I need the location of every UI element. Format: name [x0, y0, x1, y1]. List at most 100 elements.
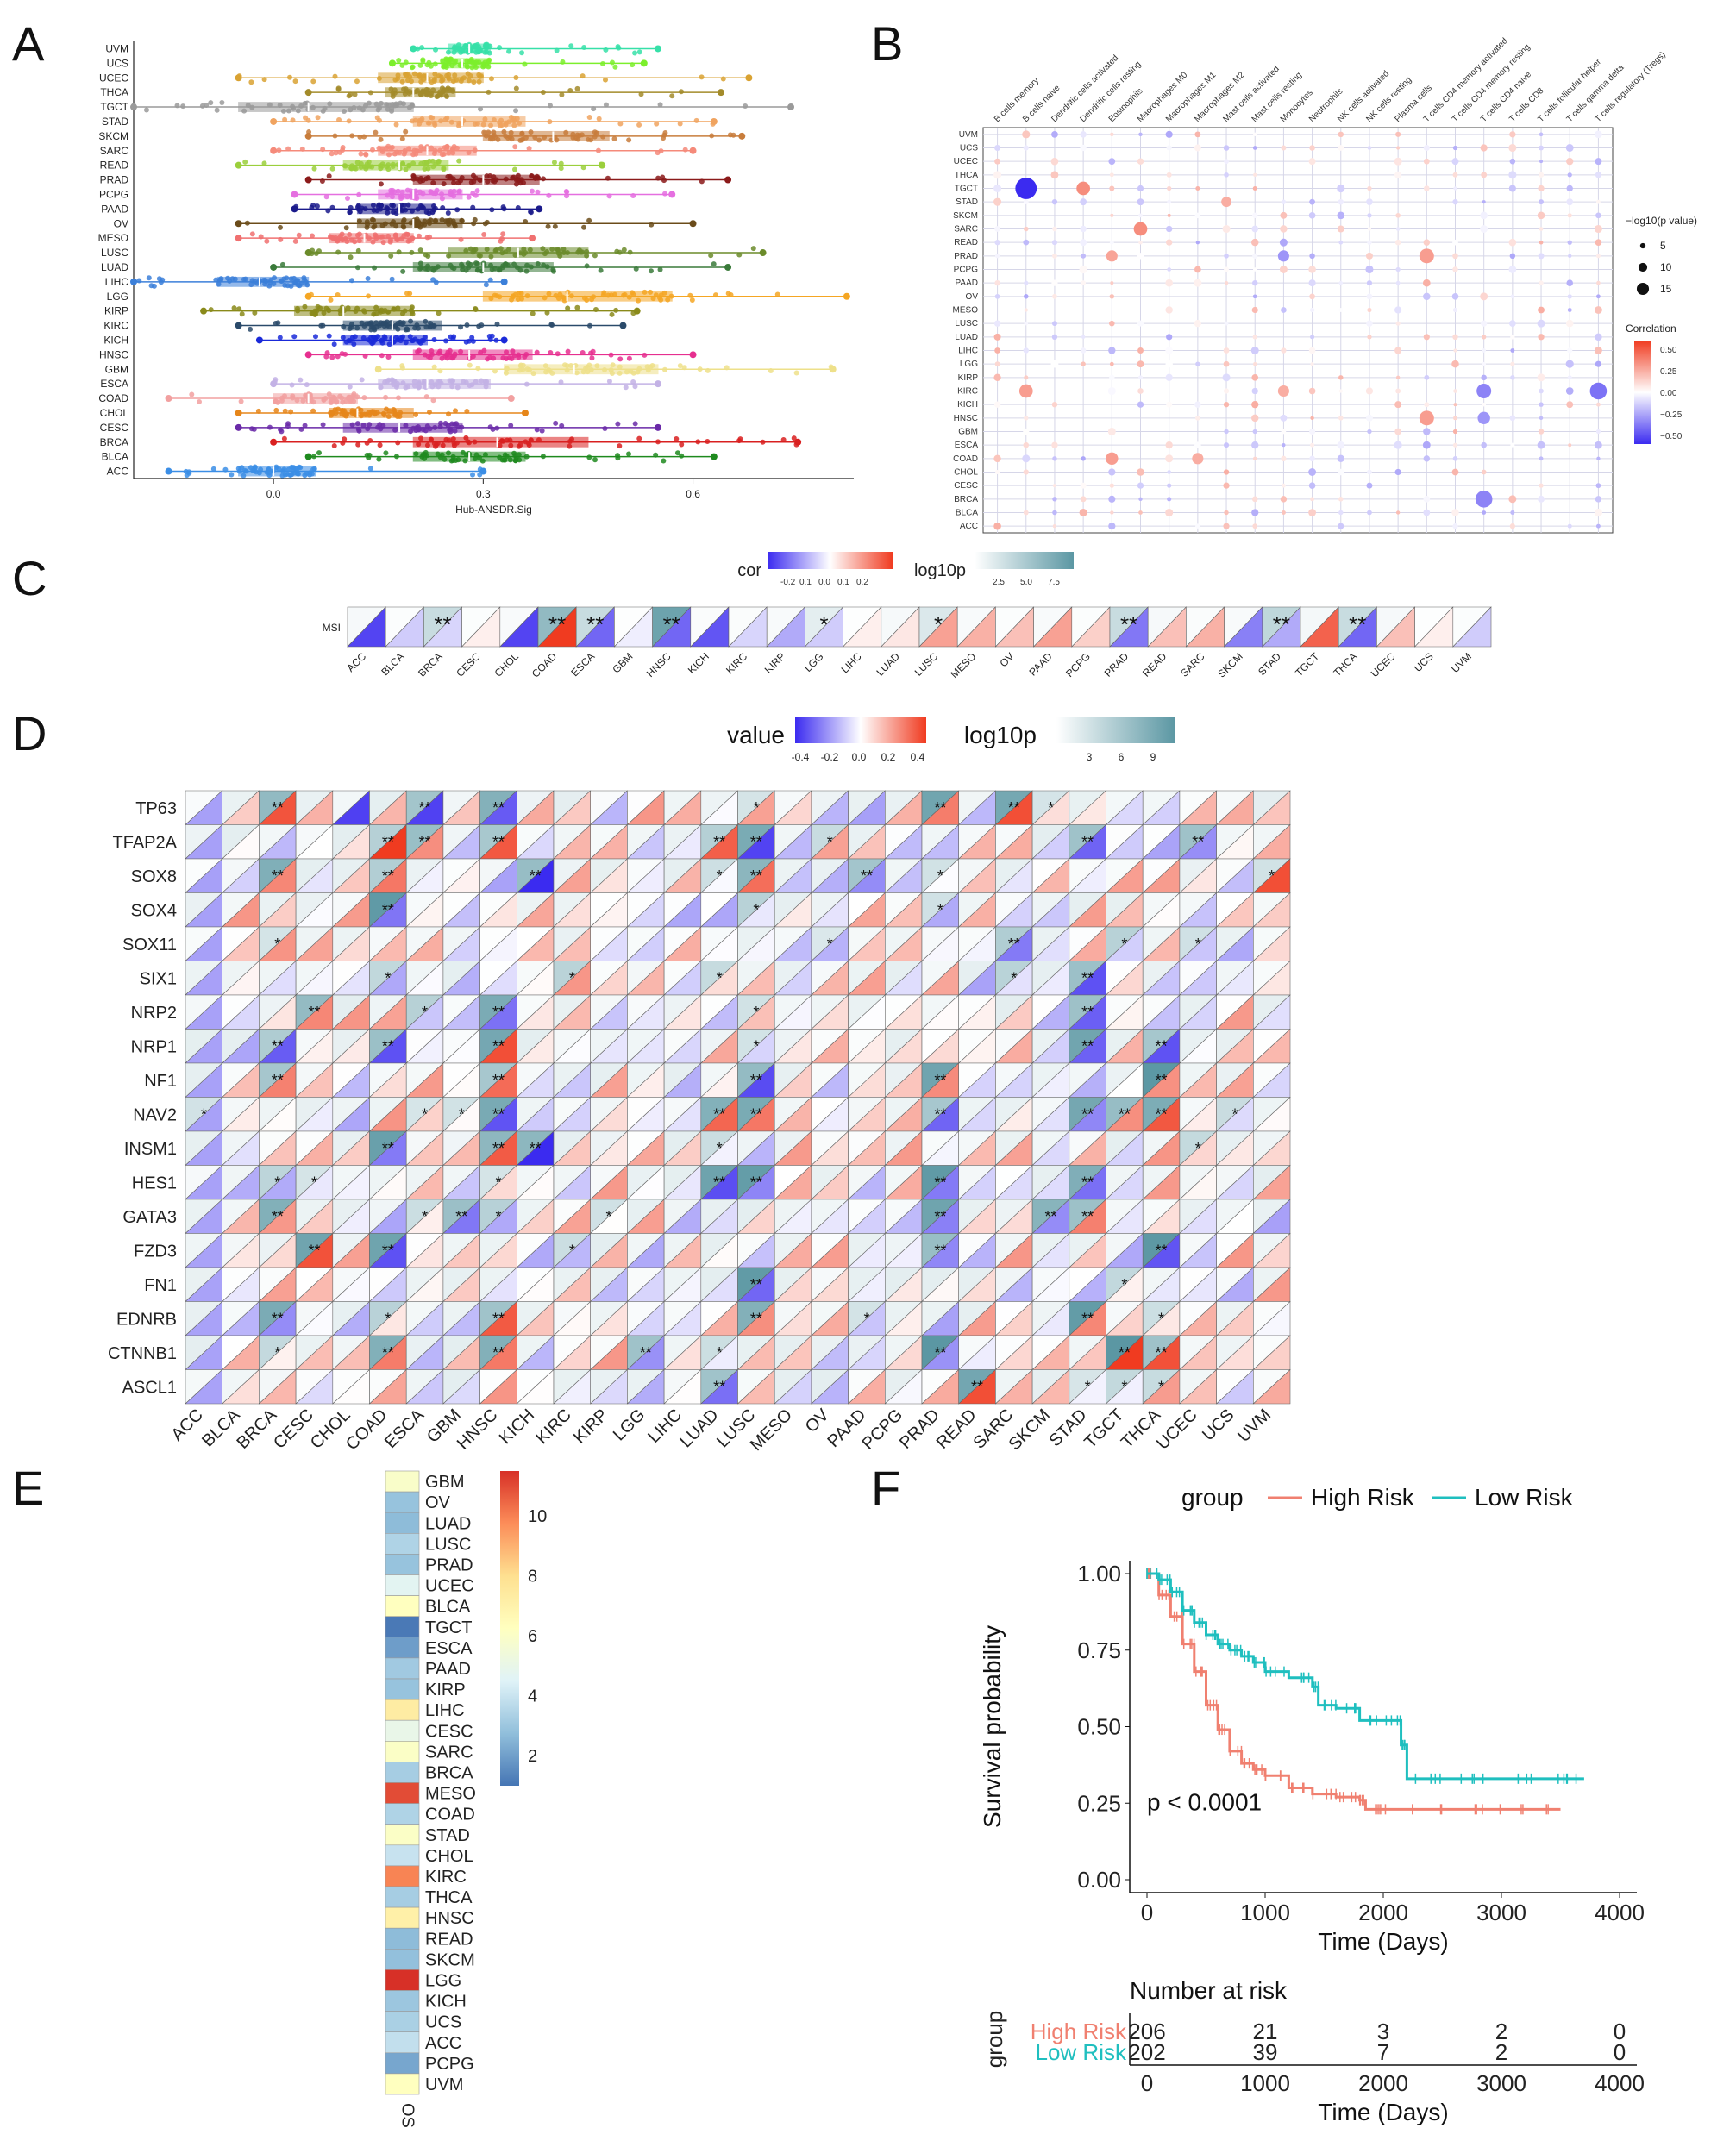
- bubble: [1565, 144, 1574, 152]
- gene-cell: [663, 1368, 702, 1405]
- data-point: [506, 48, 512, 54]
- gene-cell: [1215, 960, 1255, 996]
- data-point: [540, 176, 546, 182]
- bubble: [1594, 347, 1602, 354]
- gene-cell: [368, 1267, 407, 1303]
- y-tick-label: SARC: [100, 145, 129, 157]
- bubble: [1109, 294, 1115, 299]
- gene-cell: [295, 1062, 334, 1099]
- gene-cell: [1179, 1368, 1218, 1405]
- data-point: [236, 306, 242, 312]
- bubble: [1453, 416, 1457, 421]
- gene-cell: [332, 858, 371, 894]
- bubble: [1509, 415, 1516, 422]
- data-point: [657, 266, 663, 272]
- max-point: [529, 235, 536, 242]
- data-point: [655, 150, 661, 156]
- gene-cell: [185, 1164, 223, 1200]
- gene-cell: [1252, 926, 1291, 962]
- data-point: [470, 191, 476, 197]
- y-tick-label: 0.50: [1077, 1714, 1121, 1740]
- y-tick-label: STAD: [102, 116, 128, 128]
- gene-cell: [1031, 926, 1070, 962]
- bubble: [1224, 254, 1229, 259]
- bubble: [1538, 185, 1545, 192]
- bubble: [1566, 198, 1574, 206]
- bubble: [1453, 389, 1457, 393]
- bubble: [1052, 456, 1057, 461]
- gene-cell: *: [1105, 1368, 1144, 1405]
- bubble: [1595, 212, 1601, 219]
- bubble: [1538, 495, 1545, 503]
- gene-cell: [368, 790, 407, 826]
- min-point: [388, 59, 396, 67]
- bubble: [1165, 306, 1173, 314]
- gene-cell: [553, 1096, 592, 1132]
- gene-cell: [847, 1199, 887, 1235]
- bubble: [1167, 185, 1172, 191]
- bubble: [1194, 131, 1201, 138]
- data-point: [526, 146, 532, 152]
- x-tick-label: KIRC: [533, 1405, 575, 1448]
- x-tick-label: ESCA: [568, 650, 597, 679]
- gene-cell: [811, 790, 849, 826]
- bubble: [1422, 441, 1431, 449]
- significance-star: *: [827, 936, 833, 953]
- os-cell-ucs: [385, 2011, 420, 2033]
- data-point: [329, 166, 335, 172]
- bubble: [1595, 483, 1601, 489]
- gene-cell: [405, 926, 444, 962]
- gene-cell: *: [1069, 1368, 1107, 1405]
- gene-cell: *: [921, 858, 960, 894]
- max-point: [500, 278, 508, 285]
- gene-cell: [884, 960, 923, 996]
- max-point: [689, 147, 697, 154]
- bubble: [1451, 293, 1459, 300]
- significance-star: *: [311, 1174, 317, 1191]
- gene-cell: [1215, 1199, 1255, 1235]
- gene-cell: [811, 1164, 849, 1200]
- gene-cell: **: [736, 1062, 775, 1099]
- bubble: [1252, 335, 1257, 340]
- gene-cell: [185, 1199, 223, 1235]
- row-label: BLCA: [425, 1598, 471, 1617]
- significance-star: *: [1195, 936, 1201, 953]
- bubble: [1195, 361, 1200, 366]
- bubble: [1594, 224, 1602, 234]
- bubble: [1539, 160, 1544, 164]
- bubble: [1166, 172, 1172, 178]
- bubble: [1250, 414, 1259, 423]
- y-tick-label: THCA: [100, 86, 128, 98]
- data-point: [339, 351, 345, 357]
- heatmap-row-fzd3: FZD3 ** ** * ** **: [134, 1232, 1291, 1268]
- size-legend-dot: [1639, 242, 1646, 249]
- bubble: [1223, 401, 1230, 408]
- gene-cell: [847, 1164, 887, 1200]
- significance-star: **: [272, 867, 284, 885]
- msi-cell: **: [651, 606, 692, 648]
- gene-cell: [663, 1300, 702, 1336]
- gene-cell: [1105, 1062, 1144, 1099]
- bubble: [1509, 523, 1515, 529]
- data-point: [750, 246, 756, 252]
- gene-cell: [700, 1199, 739, 1235]
- gene-cell: [1142, 823, 1181, 860]
- bubble: [1395, 227, 1401, 231]
- bubble: [1482, 361, 1486, 366]
- data-point: [292, 78, 298, 85]
- risk-x-tick-label: 2000: [1358, 2070, 1408, 2096]
- gene-cell: [258, 994, 297, 1030]
- bubble: [1051, 240, 1058, 246]
- data-point: [736, 252, 743, 258]
- risk-x-tick-label: 4000: [1595, 2070, 1645, 2096]
- gene-cell: **: [994, 926, 1033, 962]
- bubble: [1481, 441, 1488, 448]
- significance-star: *: [1121, 1276, 1127, 1293]
- gene-cell: [442, 1300, 481, 1336]
- gene-cell: **: [258, 790, 297, 826]
- gene-cell: [1215, 1164, 1255, 1200]
- gene-cell: [589, 1232, 629, 1268]
- gene-cell: [442, 858, 481, 894]
- msi-cell: **: [537, 606, 577, 648]
